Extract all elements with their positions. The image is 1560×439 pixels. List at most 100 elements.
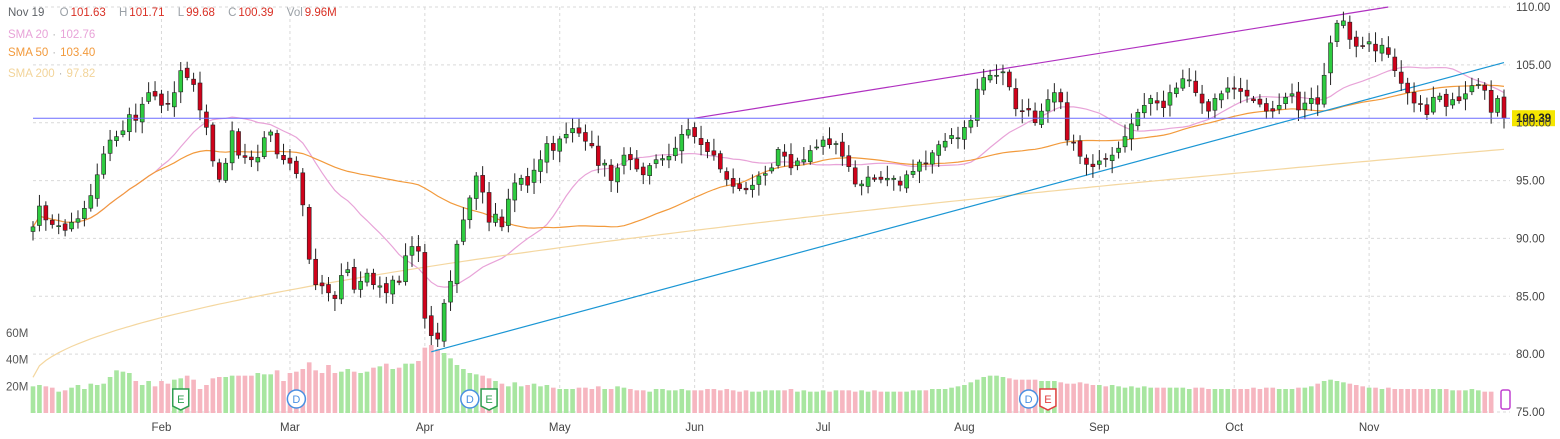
candle[interactable]	[1276, 93, 1282, 115]
candle[interactable]	[640, 162, 646, 185]
candle[interactable]	[473, 172, 479, 210]
sma20-legend[interactable]: SMA 20 · 102.76	[8, 28, 95, 42]
candle[interactable]	[628, 147, 633, 171]
candle[interactable]	[756, 171, 762, 196]
candlesticks[interactable]	[30, 11, 1507, 348]
candle[interactable]	[358, 271, 363, 298]
candle[interactable]	[769, 163, 775, 174]
candle[interactable]	[917, 159, 922, 184]
candle[interactable]	[923, 150, 929, 171]
candle[interactable]	[506, 188, 511, 233]
compare-marker[interactable]	[1500, 389, 1511, 410]
candle[interactable]	[274, 129, 280, 159]
candle[interactable]	[428, 305, 434, 346]
candle[interactable]	[486, 181, 492, 232]
candle[interactable]	[1347, 15, 1353, 49]
candle[interactable]	[724, 167, 730, 186]
candle[interactable]	[737, 177, 742, 192]
candle[interactable]	[1302, 91, 1308, 120]
candle[interactable]	[146, 82, 151, 105]
candle[interactable]	[1309, 87, 1314, 111]
candle[interactable]	[1386, 36, 1391, 58]
candle[interactable]	[1019, 99, 1025, 124]
candle[interactable]	[1148, 94, 1153, 116]
dividend-marker[interactable]: D	[1018, 389, 1039, 409]
candle[interactable]	[1488, 80, 1494, 124]
candle[interactable]	[371, 268, 376, 290]
candle[interactable]	[1135, 108, 1141, 131]
candle[interactable]	[711, 138, 717, 161]
candle[interactable]	[1405, 77, 1410, 105]
candle[interactable]	[1026, 98, 1031, 117]
candle[interactable]	[698, 125, 704, 156]
candle[interactable]	[1161, 90, 1166, 118]
candle[interactable]	[589, 130, 595, 149]
candle[interactable]	[152, 81, 158, 101]
candle[interactable]	[1154, 92, 1160, 111]
candle[interactable]	[897, 176, 903, 192]
candle[interactable]	[936, 140, 942, 167]
candle[interactable]	[750, 174, 755, 198]
candle[interactable]	[1071, 134, 1076, 151]
candle[interactable]	[833, 140, 839, 155]
support-trendline[interactable]	[431, 61, 1505, 353]
candle[interactable]	[1244, 79, 1250, 103]
candle[interactable]	[172, 81, 177, 117]
candle[interactable]	[1456, 86, 1462, 104]
candle[interactable]	[1129, 113, 1134, 151]
candle[interactable]	[846, 145, 852, 172]
candle[interactable]	[229, 121, 235, 171]
candle[interactable]	[223, 158, 228, 183]
candle[interactable]	[249, 150, 254, 168]
candle[interactable]	[306, 204, 312, 265]
candle[interactable]	[891, 175, 897, 191]
candle[interactable]	[538, 150, 543, 184]
candle[interactable]	[1379, 38, 1385, 62]
candle[interactable]	[159, 89, 164, 114]
candle[interactable]	[242, 143, 248, 164]
candle[interactable]	[1103, 153, 1109, 168]
candle[interactable]	[795, 157, 800, 171]
candle[interactable]	[885, 165, 890, 187]
candle[interactable]	[814, 139, 819, 151]
candle[interactable]	[666, 143, 672, 169]
sma50-legend[interactable]: SMA 50 · 103.40	[8, 46, 95, 60]
candle[interactable]	[107, 129, 113, 162]
candle[interactable]	[962, 120, 967, 150]
earnings-marker[interactable]: E	[480, 388, 498, 411]
candle[interactable]	[1045, 89, 1051, 123]
candle[interactable]	[178, 62, 184, 104]
candle[interactable]	[37, 194, 42, 232]
candle[interactable]	[730, 168, 736, 194]
candle[interactable]	[281, 143, 286, 165]
candle[interactable]	[499, 209, 505, 232]
candle[interactable]	[955, 126, 961, 149]
candle[interactable]	[216, 158, 222, 183]
candle[interactable]	[1270, 100, 1276, 119]
candle[interactable]	[910, 159, 916, 178]
candle[interactable]	[653, 154, 659, 169]
candle[interactable]	[448, 270, 453, 311]
candle[interactable]	[435, 322, 440, 348]
candle[interactable]	[762, 165, 768, 186]
candle[interactable]	[422, 244, 428, 329]
candle[interactable]	[30, 221, 36, 241]
candle[interactable]	[705, 139, 710, 159]
sma200-legend[interactable]: SMA 200 · 97.82	[8, 67, 95, 81]
earnings-marker[interactable]: E	[1039, 388, 1057, 411]
candle[interactable]	[557, 136, 563, 163]
candle[interactable]	[595, 135, 601, 174]
candle[interactable]	[570, 118, 575, 143]
candle[interactable]	[621, 147, 627, 175]
candle[interactable]	[949, 128, 954, 145]
candle[interactable]	[1366, 33, 1372, 52]
candle[interactable]	[396, 275, 402, 286]
candle[interactable]	[859, 180, 864, 196]
candle[interactable]	[1353, 30, 1359, 58]
candle[interactable]	[416, 235, 421, 263]
candle[interactable]	[679, 124, 685, 164]
candle[interactable]	[101, 146, 106, 179]
candle[interactable]	[364, 268, 370, 287]
